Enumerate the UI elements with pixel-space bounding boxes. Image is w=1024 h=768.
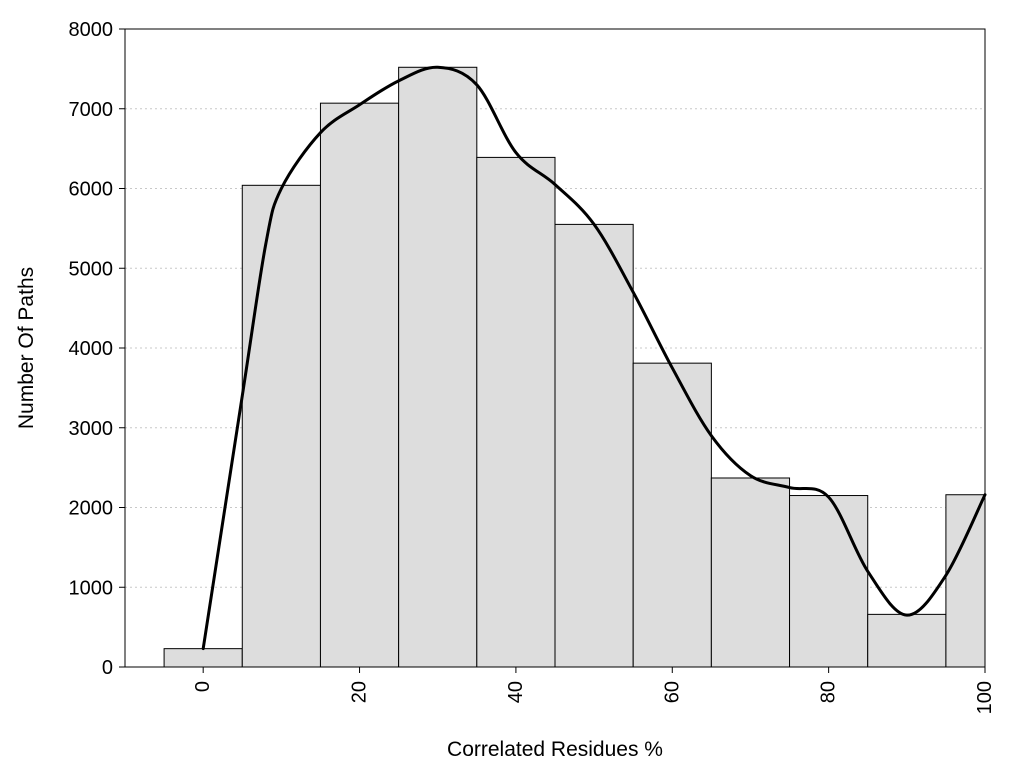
histogram-bar (476, 156, 556, 668)
histogram-bar (163, 648, 243, 668)
y-tick-label: 4000 (69, 338, 114, 360)
x-tick-label: 40 (505, 681, 527, 703)
x-axis-title: Correlated Residues % (447, 738, 663, 761)
density-curve-group (201, 65, 987, 651)
density-curve (201, 65, 987, 651)
y-axis-title: Number Of Paths (15, 267, 38, 429)
histogram-bar (241, 184, 321, 668)
y-tick-label: 5000 (69, 258, 114, 280)
histogram-bar (319, 102, 400, 668)
histogram-bar (789, 495, 869, 668)
y-tick-label: 3000 (69, 418, 114, 440)
x-tick-label: 0 (192, 681, 214, 692)
y-tick-label: 1000 (69, 577, 114, 599)
y-tick-label: 0 (102, 657, 113, 679)
histogram-bar (945, 494, 986, 668)
x-tick-label: 80 (818, 681, 840, 703)
x-tick-label: 100 (974, 681, 996, 714)
y-axis: 0 1000 2000 3000 4000 5000 6000 7000 8000 (69, 19, 125, 679)
histogram-bar (710, 477, 791, 668)
histogram-bar (554, 223, 634, 668)
y-tick-label: 8000 (69, 19, 114, 41)
y-tick-label: 2000 (69, 498, 114, 520)
x-tick-label: 60 (661, 681, 683, 703)
x-tick-label: 20 (349, 681, 371, 703)
x-axis: 0 20 40 60 80 100 (192, 667, 996, 714)
histogram-bar (398, 66, 478, 668)
histogram-bar (867, 613, 947, 668)
y-tick-label: 6000 (69, 179, 114, 201)
histogram-bar (632, 362, 712, 668)
bars (163, 66, 986, 668)
y-tick-label: 7000 (69, 99, 114, 121)
